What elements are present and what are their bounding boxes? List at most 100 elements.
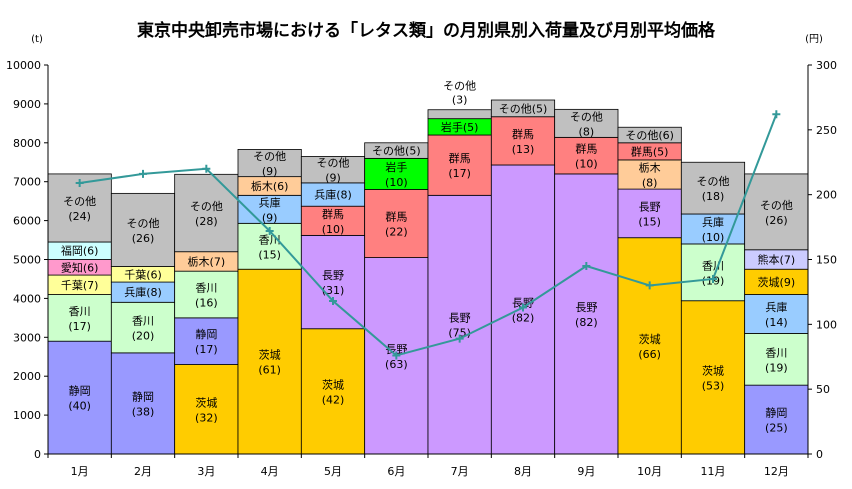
bar-segment xyxy=(47,340,112,455)
bar-segment xyxy=(110,301,176,354)
y-tick-label: 2000 xyxy=(13,370,41,383)
bar-segment xyxy=(47,294,112,342)
y-tick-label: 8000 xyxy=(13,137,41,150)
x-tick-label: 10月 xyxy=(637,465,662,478)
bar-segment xyxy=(300,328,366,455)
segment-share-label: (13) xyxy=(512,143,535,156)
segment-name-label: その他 xyxy=(190,200,223,213)
segment-label: 茨城(9) xyxy=(758,275,796,289)
bar-segment xyxy=(174,173,239,253)
bar-segment xyxy=(364,189,429,258)
segment-share-label: (17) xyxy=(448,167,471,180)
segment-name-label: その他 xyxy=(697,175,730,188)
y2-tick-label: 50 xyxy=(816,383,830,396)
bar-segment xyxy=(617,159,682,190)
x-tick-label: 6月 xyxy=(387,465,405,478)
segment-share-label: (20) xyxy=(132,330,155,343)
segment-label: 栃木(6) xyxy=(251,179,289,193)
segment-share-label: (8) xyxy=(642,177,658,190)
segment-share-label: (26) xyxy=(132,232,155,245)
segment-share-label: (63) xyxy=(385,358,408,371)
segment-name-label: 兵庫 xyxy=(765,300,787,314)
x-tick-label: 2月 xyxy=(134,465,152,478)
bar-segment xyxy=(174,317,239,365)
segment-name-label: 岩手 xyxy=(385,160,407,174)
segment-share-label: (61) xyxy=(258,364,281,377)
segment-share-label: (53) xyxy=(702,379,725,392)
segment-share-label: (28) xyxy=(195,215,218,228)
segment-name-label: その他 xyxy=(570,110,603,123)
y-tick-label: 3000 xyxy=(13,331,41,344)
segment-name-label: 香川 xyxy=(69,305,91,318)
segment-label: 愛知(6) xyxy=(61,260,99,274)
segment-share-label: (9) xyxy=(262,165,278,178)
segment-name-label: 栃木 xyxy=(639,161,661,175)
bar-segment xyxy=(744,294,809,334)
segment-share-label: (31) xyxy=(322,284,345,297)
y2-tick-label: 300 xyxy=(816,59,837,72)
y2-tick-label: 200 xyxy=(816,189,837,202)
bar-segment xyxy=(427,134,492,196)
segment-name-label: 群馬 xyxy=(385,210,407,224)
segment-share-label: (14) xyxy=(765,316,788,329)
price-line-group xyxy=(75,110,781,360)
segment-share-label: (25) xyxy=(765,422,788,435)
segment-name-label: その他 xyxy=(317,157,350,170)
y-tick-label: 1000 xyxy=(13,409,41,422)
segment-name-label: 静岡 xyxy=(132,389,154,403)
segment-name-label: 群馬 xyxy=(322,207,344,221)
segment-label: 兵庫(8) xyxy=(314,188,352,202)
segment-name-label: 長野 xyxy=(639,200,661,213)
segment-label: その他(6) xyxy=(625,129,674,142)
y-tick-label: 6000 xyxy=(13,215,41,228)
segment-name-label: 兵庫 xyxy=(259,195,281,209)
y2-tick-label: 0 xyxy=(816,448,823,461)
segment-share-label: (26) xyxy=(765,214,788,227)
right-axis-unit: (円) xyxy=(805,34,823,45)
segment-share-label: (10) xyxy=(702,231,725,244)
bar-segment xyxy=(617,188,682,239)
bar-segment xyxy=(237,149,302,178)
segment-share-label: (22) xyxy=(385,226,408,239)
segment-share-label: (19) xyxy=(765,361,788,374)
y-tick-label: 5000 xyxy=(13,254,41,267)
bar-segment xyxy=(554,108,619,138)
x-tick-label: 7月 xyxy=(451,465,469,478)
segment-name-label: 群馬 xyxy=(575,142,597,156)
segment-share-label: (66) xyxy=(638,348,661,361)
segment-name-label: その他 xyxy=(760,199,793,212)
segment-name-label: その他 xyxy=(127,217,160,230)
x-tick-label: 4月 xyxy=(261,465,279,478)
bar-segment xyxy=(490,99,556,118)
price-point xyxy=(455,334,464,343)
bar-segment xyxy=(617,126,682,144)
x-tick-label: 12月 xyxy=(764,465,789,478)
segment-share-label: (3) xyxy=(452,94,468,107)
price-point xyxy=(709,274,717,283)
segment-label: 兵庫(8) xyxy=(124,285,162,299)
segment-share-label: (10) xyxy=(575,158,598,171)
segment-label: 福岡(6) xyxy=(61,244,99,258)
segment-name-label: その他 xyxy=(443,80,476,93)
axes: 0100020003000400050006000700080009000100… xyxy=(6,59,837,478)
segment-label: 千葉(7) xyxy=(61,278,99,292)
x-tick-label: 8月 xyxy=(514,465,532,478)
segment-share-label: (15) xyxy=(638,215,661,228)
segment-name-label: 香川 xyxy=(132,315,154,328)
price-point xyxy=(582,261,591,270)
segment-share-label: (32) xyxy=(195,411,218,424)
segment-share-label: (8) xyxy=(579,125,595,138)
price-line xyxy=(79,113,778,357)
y2-tick-label: 250 xyxy=(816,124,837,137)
y2-tick-label: 100 xyxy=(816,318,837,331)
price-point xyxy=(645,281,654,290)
segment-name-label: 茨城 xyxy=(702,363,724,377)
segment-label: 岩手(5) xyxy=(441,120,479,134)
segment-share-label: (15) xyxy=(258,248,281,261)
bar-segment xyxy=(174,270,239,319)
bar-segment xyxy=(300,205,366,236)
segment-label: 栃木(7) xyxy=(188,254,226,268)
segment-share-label: (38) xyxy=(132,405,155,418)
price-point xyxy=(329,296,337,305)
